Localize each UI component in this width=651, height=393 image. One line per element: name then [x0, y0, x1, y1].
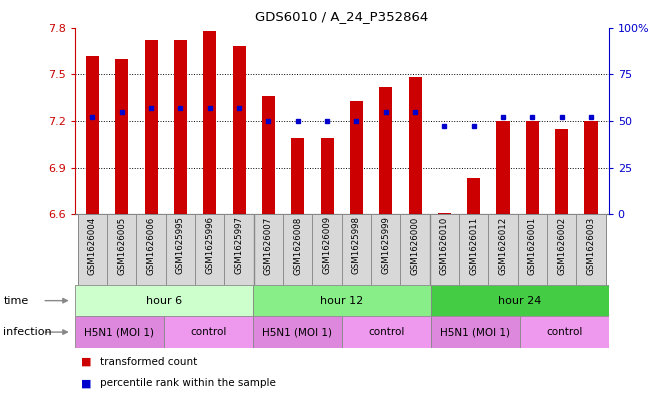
Bar	[137, 214, 166, 285]
Text: hour 6: hour 6	[146, 296, 182, 306]
Bar	[291, 138, 305, 214]
Bar	[371, 214, 400, 285]
Bar	[166, 214, 195, 285]
Bar	[253, 285, 431, 316]
Text: GSM1626011: GSM1626011	[469, 216, 478, 275]
Text: GSM1625998: GSM1625998	[352, 216, 361, 274]
Bar	[518, 214, 547, 285]
Bar	[459, 214, 488, 285]
Bar	[312, 214, 342, 285]
Bar	[350, 101, 363, 214]
Text: GSM1626012: GSM1626012	[499, 216, 508, 275]
Bar	[174, 40, 187, 214]
Text: GSM1626004: GSM1626004	[88, 216, 97, 275]
Text: control: control	[368, 327, 404, 337]
Bar	[526, 121, 539, 214]
Bar	[342, 214, 371, 285]
Bar	[519, 316, 609, 348]
Bar	[283, 214, 312, 285]
Bar	[430, 214, 459, 285]
Bar	[379, 86, 393, 214]
Text: H5N1 (MOI 1): H5N1 (MOI 1)	[440, 327, 510, 337]
Text: GSM1626001: GSM1626001	[528, 216, 537, 275]
Bar	[547, 214, 576, 285]
Bar	[488, 214, 518, 285]
Text: transformed count: transformed count	[100, 356, 197, 367]
Text: control: control	[546, 327, 583, 337]
Text: ■: ■	[81, 356, 92, 367]
Text: hour 12: hour 12	[320, 296, 363, 306]
Bar	[400, 214, 430, 285]
Text: time: time	[3, 296, 29, 306]
Bar	[225, 214, 254, 285]
Text: GSM1626003: GSM1626003	[587, 216, 596, 275]
Text: GSM1625997: GSM1625997	[234, 216, 243, 274]
Text: GSM1626008: GSM1626008	[294, 216, 302, 275]
Bar	[145, 40, 158, 214]
Bar	[320, 138, 334, 214]
Text: hour 24: hour 24	[498, 296, 542, 306]
Bar	[497, 121, 510, 214]
Bar	[342, 316, 431, 348]
Text: GSM1626002: GSM1626002	[557, 216, 566, 275]
Bar	[195, 214, 225, 285]
Bar	[262, 96, 275, 214]
Bar	[576, 214, 605, 285]
Bar	[253, 316, 342, 348]
Text: GSM1625995: GSM1625995	[176, 216, 185, 274]
Text: GSM1626005: GSM1626005	[117, 216, 126, 275]
Text: GSM1626007: GSM1626007	[264, 216, 273, 275]
Text: GSM1626009: GSM1626009	[323, 216, 331, 274]
Bar	[431, 285, 609, 316]
Bar	[585, 121, 598, 214]
Text: ■: ■	[81, 378, 92, 388]
Text: H5N1 (MOI 1): H5N1 (MOI 1)	[85, 327, 154, 337]
Text: GSM1625996: GSM1625996	[205, 216, 214, 274]
Bar	[164, 316, 253, 348]
Bar	[115, 59, 128, 214]
Bar	[203, 31, 216, 214]
Text: GSM1626010: GSM1626010	[440, 216, 449, 275]
Text: percentile rank within the sample: percentile rank within the sample	[100, 378, 275, 388]
Bar	[107, 214, 137, 285]
Text: GSM1626000: GSM1626000	[411, 216, 420, 275]
Bar	[75, 285, 253, 316]
Text: GDS6010 / A_24_P352864: GDS6010 / A_24_P352864	[255, 10, 428, 23]
Bar	[232, 46, 245, 214]
Text: H5N1 (MOI 1): H5N1 (MOI 1)	[262, 327, 332, 337]
Bar	[555, 129, 568, 214]
Text: GSM1626006: GSM1626006	[146, 216, 156, 275]
Text: control: control	[190, 327, 227, 337]
Bar	[86, 55, 99, 214]
Text: GSM1625999: GSM1625999	[381, 216, 390, 274]
Text: infection: infection	[3, 327, 52, 337]
Bar	[254, 214, 283, 285]
Bar	[75, 316, 164, 348]
Bar	[467, 178, 480, 214]
Bar	[78, 214, 107, 285]
Bar	[409, 77, 422, 214]
Bar	[438, 213, 451, 214]
Bar	[431, 316, 519, 348]
